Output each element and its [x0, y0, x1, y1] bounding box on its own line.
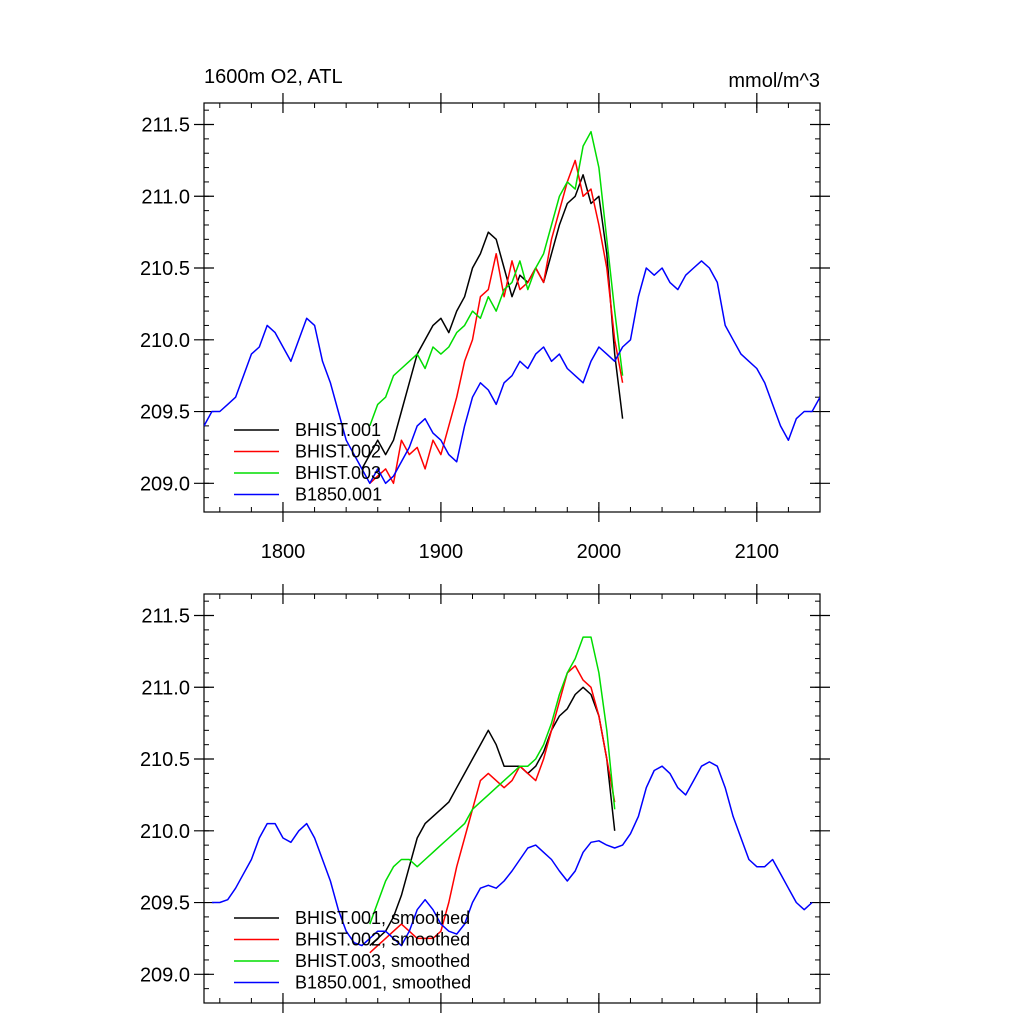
chart-title: 1600m O2, ATL [204, 66, 343, 88]
y-tick-label: 210.0 [140, 330, 190, 352]
series-line-3 [369, 130, 624, 427]
legend-label: BHIST.003, smoothed [295, 951, 470, 971]
legend-label: B1850.001 [295, 485, 382, 505]
y-tick-label: 210.0 [140, 821, 190, 843]
y-tick-label: 211.0 [141, 677, 190, 699]
legend-label: B1850.001, smoothed [295, 973, 471, 993]
legend-label: BHIST.002 [295, 442, 381, 462]
y-tick-label: 210.5 [140, 258, 190, 280]
bottom-panel: 209.0 209.5 210.0 210.5 211.0 211.5 BHIST.001,… [140, 584, 830, 1013]
chart-units: mmol/m^3 [728, 70, 820, 92]
series-line-1 [369, 686, 616, 947]
x-tick-label: 2100 [735, 541, 780, 563]
series-line-1 [361, 174, 624, 470]
y-tick-label: 211.0 [141, 186, 190, 208]
legend-label: BHIST.001, smoothed [295, 908, 470, 928]
y-tick-label: 210.5 [140, 749, 190, 771]
x-tick-label: 2000 [577, 541, 622, 563]
legend-label: BHIST.001 [295, 420, 381, 440]
series-line-3 [369, 636, 616, 925]
x-tick-label: 1900 [419, 541, 464, 563]
y-tick-label: 211.5 [141, 606, 190, 628]
y-tick-label: 209.5 [140, 402, 190, 424]
y-tick-label: 209.0 [140, 964, 190, 986]
series-line-4 [211, 761, 813, 947]
legend-label: BHIST.002, smoothed [295, 930, 470, 950]
top-panel: 209.0 209.5 210.0 210.5 211.0 211.5 1800 1900 20… [140, 93, 830, 563]
series-line-2 [369, 665, 616, 954]
series-line-2 [369, 159, 624, 485]
legend-label: BHIST.003 [295, 463, 381, 483]
series-line-4 [204, 260, 820, 485]
plot-frame [203, 593, 821, 1004]
x-tick-label: 1800 [261, 541, 306, 563]
y-tick-label: 211.5 [141, 115, 190, 137]
y-tick-label: 209.0 [140, 473, 190, 495]
plot-frame [203, 102, 821, 513]
y-tick-label: 209.5 [140, 893, 190, 915]
